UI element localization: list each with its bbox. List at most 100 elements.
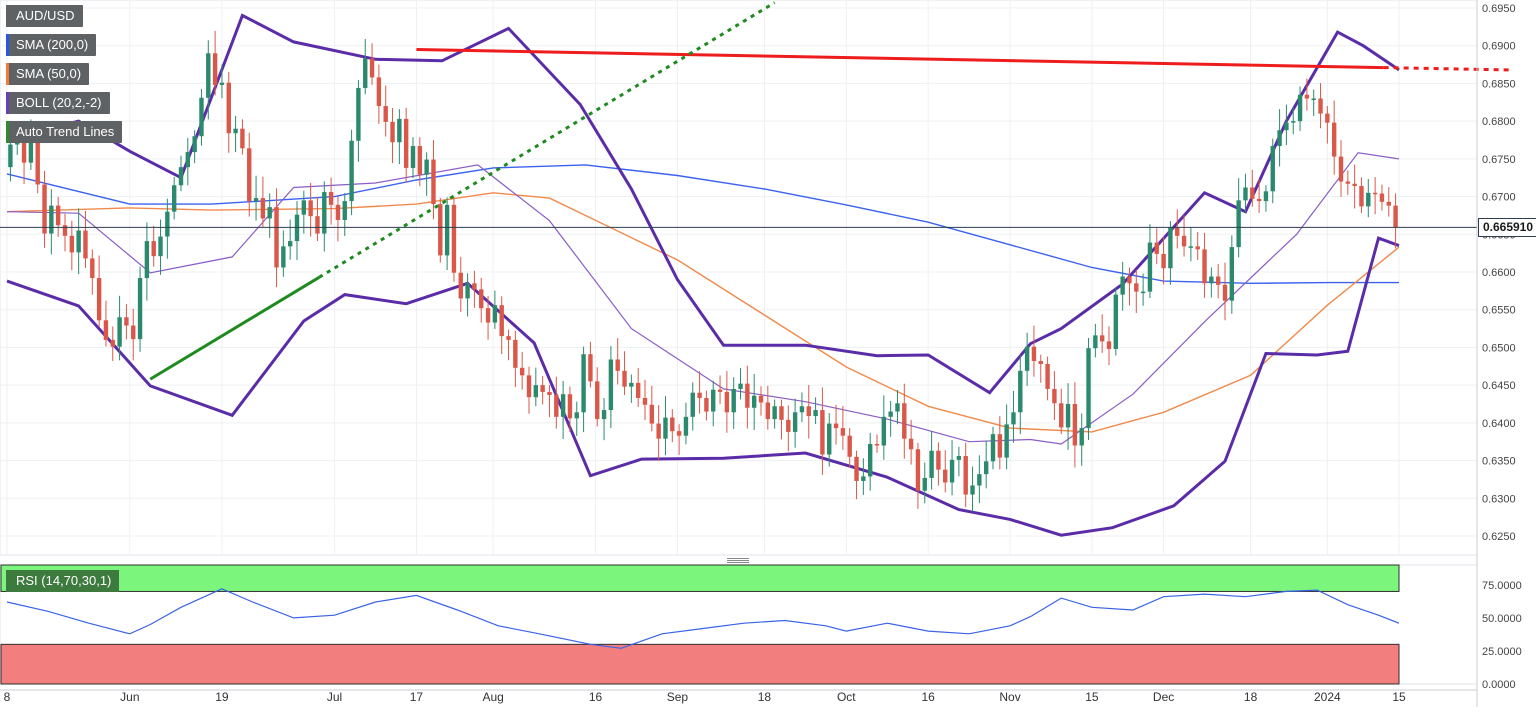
- candle: [1277, 109, 1282, 167]
- candle: [861, 458, 866, 495]
- candle: [1065, 383, 1071, 450]
- candle: [690, 382, 695, 431]
- pane-resize-handle[interactable]: [727, 557, 749, 565]
- candle: [731, 377, 736, 429]
- candle: [458, 256, 463, 312]
- candle-body: [158, 236, 163, 257]
- candle-body: [1113, 294, 1119, 349]
- candle-body: [83, 230, 88, 259]
- candle: [526, 366, 532, 414]
- candle: [171, 176, 177, 220]
- rsi-legend-label[interactable]: RSI (14,70,30,1): [6, 570, 120, 592]
- candle: [649, 385, 655, 432]
- candle: [83, 210, 88, 268]
- legend-item[interactable]: SMA (50,0): [6, 63, 90, 85]
- candle: [1154, 228, 1159, 265]
- x-tick-label: Jul: [327, 690, 342, 704]
- x-tick-label: Nov: [999, 690, 1020, 704]
- candle: [410, 137, 416, 179]
- candle: [867, 432, 873, 491]
- candle: [1352, 164, 1357, 209]
- candle-body: [363, 58, 368, 88]
- legend-item[interactable]: AUD/USD: [6, 5, 83, 27]
- candle-body: [895, 403, 900, 412]
- candle: [792, 398, 798, 448]
- candle-body: [697, 392, 702, 398]
- candle-body: [1345, 181, 1351, 184]
- candle: [1284, 104, 1289, 146]
- candle: [1250, 169, 1255, 207]
- candle-body: [479, 289, 484, 309]
- candle: [356, 79, 361, 162]
- candle-body: [349, 140, 354, 202]
- candle-body: [1059, 403, 1064, 428]
- candle: [226, 71, 231, 153]
- candle: [397, 109, 402, 165]
- candle-body: [1284, 122, 1289, 131]
- candle-body: [8, 144, 13, 168]
- rsi-tick-label: 50.0000: [1482, 613, 1522, 625]
- candle: [1018, 354, 1023, 434]
- candle: [117, 295, 122, 361]
- candle: [997, 416, 1003, 470]
- legend-item[interactable]: BOLL (20,2,-2): [6, 92, 110, 114]
- legend-item[interactable]: SMA (200,0): [6, 34, 97, 56]
- candle-body: [629, 382, 634, 387]
- candle: [915, 442, 921, 509]
- candle: [1134, 269, 1139, 313]
- candle-body: [1004, 424, 1009, 458]
- candle-body: [1134, 283, 1139, 292]
- candle-body: [492, 305, 498, 323]
- candle-body: [874, 443, 880, 446]
- candle: [103, 300, 109, 347]
- candle-body: [772, 406, 777, 420]
- candle: [895, 390, 900, 425]
- x-tick-label: 16: [589, 690, 603, 704]
- candle-body: [465, 283, 470, 299]
- candle: [21, 136, 27, 185]
- candle-body: [1270, 146, 1275, 192]
- candle-body: [622, 370, 627, 387]
- candle-body: [963, 456, 968, 495]
- legend-item[interactable]: Auto Trend Lines: [6, 121, 123, 143]
- candle: [779, 399, 784, 440]
- y-tick-label: 0.6350: [1482, 456, 1516, 468]
- candle-body: [287, 241, 293, 247]
- candle-body: [328, 192, 334, 205]
- candle-body: [76, 230, 81, 253]
- x-tick-label: 2024: [1314, 690, 1341, 704]
- candle: [820, 387, 825, 475]
- candle: [1161, 236, 1166, 285]
- legend-swatch: [6, 34, 9, 56]
- candle-body: [1250, 187, 1255, 199]
- x-tick-label: 19: [215, 690, 229, 704]
- candle: [1263, 185, 1269, 212]
- candle-body: [1311, 98, 1316, 101]
- candle: [751, 373, 757, 430]
- candle: [1004, 404, 1009, 470]
- candle: [55, 196, 61, 237]
- candle: [1079, 413, 1084, 466]
- candle-body: [1188, 246, 1194, 248]
- rsi-tick-label: 25.0000: [1482, 646, 1522, 658]
- candle: [287, 219, 293, 260]
- candle: [806, 385, 811, 439]
- candle: [581, 346, 586, 433]
- candle-body: [144, 241, 150, 279]
- x-tick-label: Oct: [837, 690, 856, 704]
- candle-body: [417, 146, 423, 175]
- candle-body: [458, 272, 463, 299]
- candle: [185, 137, 191, 186]
- candle: [519, 351, 525, 390]
- candle-body: [888, 411, 893, 417]
- candle-body: [683, 416, 689, 436]
- sma50-line: [6, 192, 1400, 433]
- candle: [1222, 262, 1228, 321]
- resistance-trendline-extension: [1383, 66, 1512, 72]
- candle-body: [1086, 348, 1091, 429]
- rsi-line: [6, 588, 1400, 649]
- candle: [540, 376, 545, 405]
- candle-body: [1215, 276, 1221, 285]
- candle-body: [369, 58, 375, 78]
